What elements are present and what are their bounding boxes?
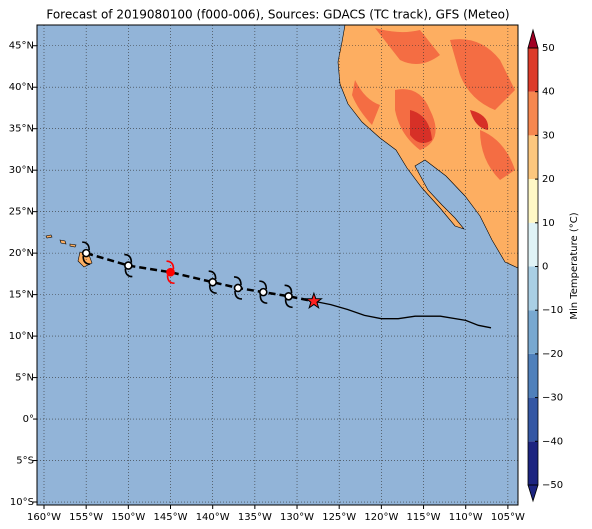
cyclone-arm [208, 270, 217, 294]
colorbar-label: Min Temperature (°C) [569, 212, 580, 319]
x-tick-label: 155°W [69, 512, 103, 523]
cyclone-eye [258, 287, 268, 297]
warm-region [352, 28, 515, 180]
x-tick-label: 140°W [196, 512, 230, 523]
x-tick-label: 135°W [238, 512, 272, 523]
hot-region [410, 110, 489, 144]
y-tick-label: 30°N [9, 165, 34, 176]
cyclone-arm [166, 260, 175, 285]
y-tick-label: 20°N [9, 248, 34, 259]
cyclone-arm [233, 276, 243, 300]
colorbar-tick-label: 0 [542, 262, 548, 273]
colorbar-tick-label: −20 [542, 349, 563, 360]
colorbar-tick-label: 40 [542, 87, 555, 98]
y-tick-label: 25°N [9, 207, 34, 218]
y-tick-label: 10°N [9, 331, 34, 342]
y-tick-label: 45°N [9, 41, 34, 52]
cyclone-eye [81, 248, 91, 258]
cyclone-symbol [166, 260, 175, 285]
colorbar-tick-label: 50 [542, 43, 555, 54]
cyclone-eye [124, 261, 133, 270]
x-tick-label: 130°W [280, 512, 314, 523]
colorbar-bin [528, 91, 538, 136]
colorbar-tick-label: 20 [542, 174, 555, 185]
colorbar-bin [528, 135, 538, 180]
y-tick-label: 0° [23, 414, 34, 425]
cyclone-symbol [81, 241, 91, 265]
cyclone-eye [233, 283, 243, 293]
colorbar-bin [528, 397, 538, 442]
y-tick-label: 10°S [10, 497, 34, 508]
x-tick-label: 145°W [154, 512, 188, 523]
cyclone-symbol [258, 280, 268, 304]
colorbar-bin [528, 266, 538, 311]
colorbar-extend-low [527, 484, 539, 503]
cyclone-arm [82, 241, 91, 265]
cyclone-symbol [284, 284, 293, 309]
land [45, 24, 519, 269]
cyclone-arm [259, 280, 268, 304]
y-tick-label: 35°N [9, 124, 34, 135]
colorbar-bin [528, 441, 538, 485]
x-tick-label: 110°W [449, 512, 483, 523]
colorbar-bin [528, 222, 538, 267]
cyclone-symbol [208, 270, 217, 294]
cyclone-eye [284, 291, 293, 301]
hawaii [45, 234, 93, 268]
x-tick-label: 125°W [322, 512, 356, 523]
colorbar-bin [528, 310, 538, 354]
cyclone-arm [124, 253, 133, 278]
colorbar-tick-label: −50 [542, 480, 563, 491]
colorbar-tick-label: −40 [542, 436, 563, 447]
colorbar-bin [528, 48, 538, 92]
colorbar-tick-label: 10 [542, 218, 555, 229]
y-tick-label: 40°N [9, 82, 34, 93]
colorbar-bin [528, 353, 538, 398]
colorbar-extend-high [527, 28, 539, 49]
past-track [313, 300, 492, 329]
cyclone-eye [208, 277, 217, 287]
colorbar-bin [528, 179, 538, 223]
x-tick-label: 105°W [491, 512, 525, 523]
colorbar-tick-label: 30 [542, 130, 555, 141]
x-tick-label: 115°W [407, 512, 441, 523]
x-tick-label: 160°W [27, 512, 61, 523]
y-tick-label: 5°S [16, 456, 34, 467]
cyclone-symbol [124, 253, 133, 278]
map-frame [36, 24, 519, 506]
x-tick-label: 120°W [364, 512, 398, 523]
cyclone-symbol [233, 276, 243, 300]
map-title: Forecast of 2019080100 (f000-006), Sourc… [46, 8, 509, 22]
x-tick-label: 150°W [111, 512, 145, 523]
colorbar-tick-label: −10 [542, 305, 563, 316]
y-tick-label: 5°N [15, 373, 34, 384]
cyclone-arm [284, 284, 293, 309]
current-position [304, 291, 323, 309]
y-tick-label: 15°N [9, 290, 34, 301]
colorbar-tick-label: −30 [542, 393, 563, 404]
cyclone-eye [166, 267, 175, 277]
